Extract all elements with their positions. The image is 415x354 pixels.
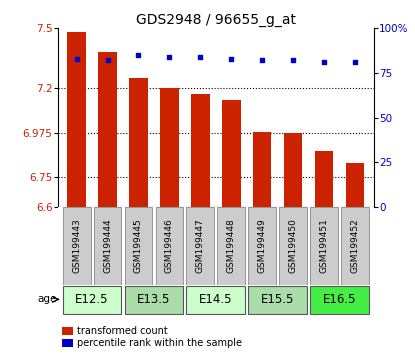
Point — [104, 58, 111, 63]
Text: GSM199451: GSM199451 — [320, 218, 329, 274]
FancyBboxPatch shape — [341, 207, 369, 285]
Bar — [315, 152, 333, 207]
FancyBboxPatch shape — [63, 207, 90, 285]
Text: transformed count: transformed count — [77, 326, 168, 336]
Text: percentile rank within the sample: percentile rank within the sample — [77, 338, 242, 348]
FancyBboxPatch shape — [248, 286, 307, 314]
Text: GSM199446: GSM199446 — [165, 219, 174, 273]
Point — [135, 52, 142, 58]
FancyBboxPatch shape — [124, 286, 183, 314]
Text: GSM199452: GSM199452 — [350, 219, 359, 273]
FancyBboxPatch shape — [124, 207, 152, 285]
FancyBboxPatch shape — [310, 286, 369, 314]
Point — [197, 54, 204, 60]
FancyBboxPatch shape — [279, 207, 307, 285]
Text: GSM199449: GSM199449 — [258, 219, 267, 273]
Text: GSM199450: GSM199450 — [288, 218, 298, 274]
Text: GSM199448: GSM199448 — [227, 219, 236, 273]
Point — [259, 58, 266, 63]
Bar — [253, 132, 271, 207]
FancyBboxPatch shape — [156, 207, 183, 285]
Text: E12.5: E12.5 — [76, 293, 109, 306]
Text: GSM199445: GSM199445 — [134, 219, 143, 273]
Bar — [98, 52, 117, 207]
Bar — [67, 32, 86, 207]
Text: E16.5: E16.5 — [323, 293, 356, 306]
Text: GSM199447: GSM199447 — [196, 219, 205, 273]
Point — [352, 59, 358, 65]
Point — [73, 56, 80, 62]
Point — [166, 54, 173, 60]
FancyBboxPatch shape — [186, 286, 245, 314]
Bar — [129, 78, 148, 207]
Text: E13.5: E13.5 — [137, 293, 171, 306]
FancyBboxPatch shape — [94, 207, 122, 285]
Text: GSM199444: GSM199444 — [103, 219, 112, 273]
Bar — [160, 88, 179, 207]
FancyBboxPatch shape — [310, 207, 338, 285]
Point — [228, 56, 234, 62]
Text: E15.5: E15.5 — [261, 293, 294, 306]
FancyBboxPatch shape — [248, 207, 276, 285]
Text: GSM199443: GSM199443 — [72, 219, 81, 273]
Bar — [346, 164, 364, 207]
FancyBboxPatch shape — [186, 207, 214, 285]
Text: E14.5: E14.5 — [199, 293, 232, 306]
FancyBboxPatch shape — [217, 207, 245, 285]
Point — [321, 59, 327, 65]
Title: GDS2948 / 96655_g_at: GDS2948 / 96655_g_at — [136, 13, 296, 27]
Bar — [222, 100, 241, 207]
FancyBboxPatch shape — [63, 286, 122, 314]
Bar — [191, 94, 210, 207]
Text: age: age — [37, 295, 56, 304]
Point — [290, 58, 296, 63]
Bar — [284, 133, 303, 207]
